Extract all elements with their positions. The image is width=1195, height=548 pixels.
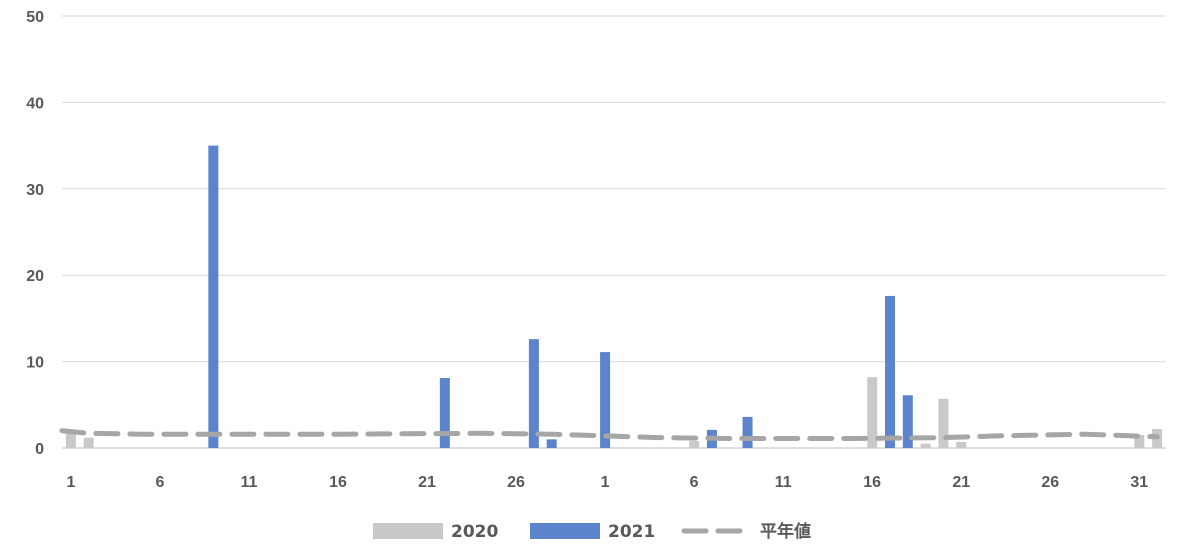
legend-label: 平年値 xyxy=(760,521,811,542)
x-tick-label: 16 xyxy=(863,474,881,491)
x-tick-label: 21 xyxy=(418,474,436,491)
bar-2020 xyxy=(938,398,949,448)
y-tick-label: 40 xyxy=(26,95,44,112)
x-tick-label: 31 xyxy=(1130,474,1148,491)
y-tick-label: 50 xyxy=(26,9,44,26)
legend-swatch xyxy=(530,523,600,539)
bar-2021 xyxy=(742,416,753,448)
legend-swatch xyxy=(373,523,443,539)
x-tick-label: 6 xyxy=(690,474,699,491)
bar-2021 xyxy=(600,352,611,448)
bar-2021 xyxy=(902,395,913,448)
x-tick-label: 21 xyxy=(952,474,970,491)
bar-2021 xyxy=(885,295,895,448)
bar-2020 xyxy=(867,377,878,448)
x-tick-label: 26 xyxy=(507,474,525,491)
bar-2020 xyxy=(956,441,967,448)
y-tick-label: 0 xyxy=(35,441,44,458)
legend-label: 2021 xyxy=(608,522,655,542)
bar-2021 xyxy=(208,145,219,448)
legend-label: 2020 xyxy=(451,522,498,542)
bar-2021 xyxy=(546,439,557,448)
bar-2020 xyxy=(65,430,76,448)
x-tick-label: 16 xyxy=(329,474,347,491)
y-tick-label: 30 xyxy=(26,182,44,199)
x-tick-label: 11 xyxy=(775,474,792,491)
bar-2021 xyxy=(528,339,539,448)
bar-2020 xyxy=(689,441,700,448)
bar-2020 xyxy=(83,437,94,448)
x-tick-label: 11 xyxy=(241,474,258,491)
bar-2021 xyxy=(439,378,450,448)
x-tick-label: 1 xyxy=(601,474,610,491)
x-tick-label: 26 xyxy=(1041,474,1059,491)
x-tick-label: 1 xyxy=(66,474,75,491)
bar-2020 xyxy=(920,443,931,448)
y-tick-label: 10 xyxy=(26,355,44,372)
y-tick-label: 20 xyxy=(26,268,44,285)
line-series-normal xyxy=(59,428,1160,441)
x-tick-label: 6 xyxy=(155,474,164,491)
bar-2020 xyxy=(1134,435,1145,448)
